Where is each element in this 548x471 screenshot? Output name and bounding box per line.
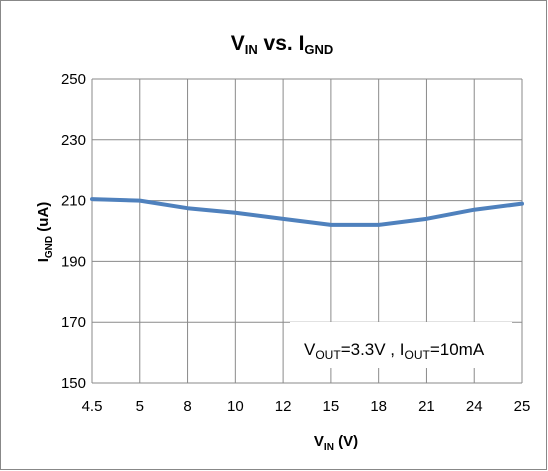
- x-tick-label: 24: [466, 398, 483, 415]
- y-tick-label: 230: [61, 132, 86, 149]
- y-tick-label: 190: [61, 253, 86, 270]
- chart-title: VIN vs. IGND: [231, 32, 334, 57]
- y-tick-label: 210: [61, 193, 86, 210]
- y-tick-labels: 150 170 190 210 230 250: [61, 71, 86, 392]
- x-tick-label: 10: [227, 398, 244, 415]
- gridlines: [91, 78, 523, 384]
- x-tick-labels: 4.5 5 8 10 12 15 18 21 24 25: [82, 398, 531, 415]
- series-line: [90, 197, 524, 227]
- y-tick-label: 170: [61, 314, 86, 331]
- x-tick-label: 5: [136, 398, 144, 415]
- annotation-text: VOUT=3.3V , IOUT=10mA: [304, 340, 485, 362]
- x-axis-title: VIN (V): [314, 433, 358, 453]
- x-tick-label: 4.5: [82, 398, 103, 415]
- series-group: [90, 197, 524, 227]
- x-tick-label: 21: [418, 398, 435, 415]
- x-tick-label: 12: [275, 398, 292, 415]
- x-tick-label: 25: [514, 398, 531, 415]
- annotation-box: VOUT=3.3V , IOUT=10mA: [290, 322, 512, 368]
- x-tick-label: 18: [370, 398, 387, 415]
- x-tick-label: 15: [323, 398, 340, 415]
- x-tick-label: 8: [183, 398, 191, 415]
- y-axis-title: IGND (uA): [35, 202, 55, 263]
- y-tick-label: 250: [61, 71, 86, 88]
- y-tick-label: 150: [61, 375, 86, 392]
